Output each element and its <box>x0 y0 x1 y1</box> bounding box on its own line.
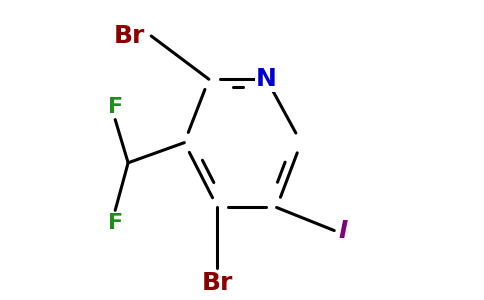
Text: F: F <box>107 97 123 117</box>
Text: N: N <box>256 67 277 91</box>
Text: Br: Br <box>114 24 145 48</box>
Text: I: I <box>339 218 348 242</box>
Text: Br: Br <box>202 271 233 295</box>
Text: F: F <box>107 213 123 233</box>
